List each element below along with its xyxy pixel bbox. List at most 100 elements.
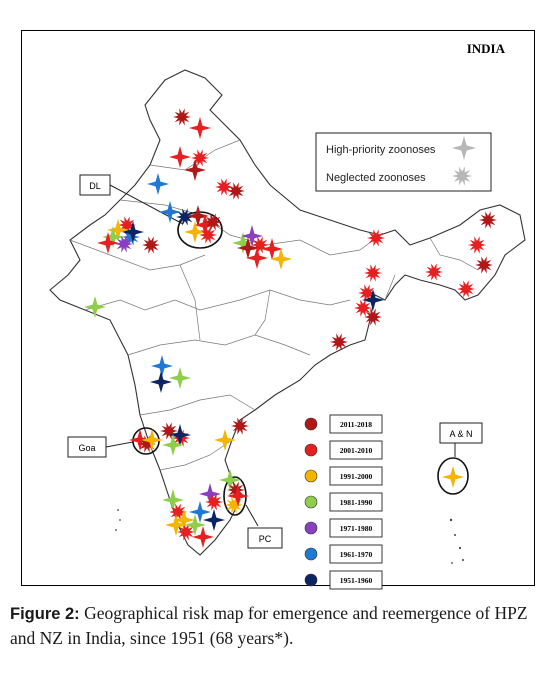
nz-marker	[176, 208, 194, 226]
period-label: 1981-1990	[340, 498, 373, 507]
period-label-box	[329, 570, 383, 590]
hpz-marker	[214, 429, 236, 451]
period-label: 1961-1970	[340, 550, 373, 559]
hpz-marker	[147, 173, 169, 195]
hpz-marker	[227, 485, 249, 507]
hpz-marker	[173, 509, 195, 531]
nz-marker	[425, 263, 443, 281]
nz-marker	[479, 211, 497, 229]
nz-marker	[457, 280, 475, 298]
period-legend-item: 1961-1970	[304, 544, 383, 564]
hpz-marker	[165, 514, 187, 536]
hpz-marker	[97, 232, 119, 254]
hpz-marker	[151, 355, 173, 377]
hpz-marker	[184, 221, 206, 243]
period-label-box	[329, 466, 383, 486]
islands	[115, 509, 464, 564]
nz-marker	[225, 496, 243, 514]
svg-text:PC: PC	[259, 534, 272, 544]
hpz-marker	[270, 248, 292, 270]
period-label: 2011-2018	[340, 420, 372, 429]
period-label: 1951-1960	[340, 576, 373, 585]
nz-marker	[177, 523, 195, 541]
nz-marker	[330, 333, 348, 351]
hpz-marker	[84, 296, 106, 318]
svg-text:DL: DL	[89, 181, 101, 191]
hpz-marker	[102, 226, 124, 248]
period-legend-item: 1971-1980	[304, 518, 383, 538]
hpz-marker	[232, 232, 254, 254]
nz-marker	[251, 236, 269, 254]
hpz-marker	[159, 201, 181, 223]
nz-marker	[160, 422, 178, 440]
svg-text:Goa: Goa	[78, 443, 95, 453]
nz-marker	[199, 226, 217, 244]
hpz-marker	[187, 205, 209, 227]
nz-marker	[215, 178, 233, 196]
nz-marker	[205, 493, 223, 511]
nz-marker	[122, 228, 140, 246]
hpz-marker	[203, 509, 225, 531]
period-legend-item: 1991-2000	[304, 466, 383, 486]
legend-label-nz: Neglected zoonoses	[326, 172, 426, 184]
hpz-marker	[169, 424, 191, 446]
hpz-marker	[162, 489, 184, 511]
hpz-marker	[442, 466, 464, 488]
period-legend-item: 1981-1990	[304, 492, 383, 512]
hpz-marker	[169, 367, 191, 389]
period-swatch	[304, 495, 318, 509]
nz-marker	[173, 108, 191, 126]
hpz-marker	[241, 225, 263, 247]
map-title: INDIA	[467, 41, 506, 56]
period-label-box	[329, 544, 383, 564]
nz-marker	[358, 284, 376, 302]
period-swatch	[304, 443, 318, 457]
hpz-marker	[219, 469, 241, 491]
period-label-box	[329, 414, 383, 434]
callout-goa: Goa	[67, 427, 160, 458]
hpz-marker	[189, 501, 211, 523]
multi-point-burst-icon	[452, 166, 472, 186]
nz-marker	[227, 182, 245, 200]
caption-text: Geographical risk map for emergence and …	[10, 603, 528, 648]
legend-label-hpz: High-priority zoonoses	[326, 144, 436, 156]
hpz-marker	[122, 221, 144, 243]
hpz-marker	[184, 514, 206, 536]
hpz-marker	[199, 483, 221, 505]
callout-pc: PC	[223, 476, 283, 549]
hpz-marker	[246, 247, 268, 269]
period-label: 1971-1980	[340, 524, 373, 533]
period-legend-item: 2001-2010	[304, 440, 383, 460]
type-legend-box	[315, 132, 492, 192]
period-label-box	[329, 492, 383, 512]
nz-marker	[364, 308, 382, 326]
period-swatch	[304, 547, 318, 561]
hpz-marker	[192, 526, 214, 548]
period-swatch	[304, 417, 318, 431]
nz-marker	[204, 213, 222, 231]
nz-marker	[364, 264, 382, 282]
nz-marker	[138, 435, 156, 453]
nz-marker	[354, 299, 372, 317]
hpz-marker	[189, 117, 211, 139]
period-label-box	[329, 518, 383, 538]
hpz-marker	[141, 429, 163, 451]
hpz-marker	[129, 429, 151, 451]
period-swatch	[304, 573, 318, 587]
period-label: 2001-2010	[340, 446, 373, 455]
hpz-marker	[107, 219, 129, 241]
hpz-marker	[169, 146, 191, 168]
callout-dl: DL	[79, 174, 223, 249]
state-boundaries	[69, 139, 479, 471]
svg-text:A & N: A & N	[449, 429, 472, 439]
nz-marker	[367, 229, 385, 247]
period-legend-item: 2011-2018	[304, 414, 383, 434]
nz-marker	[142, 236, 160, 254]
hpz-marker	[261, 238, 283, 260]
period-legend-item: 1951-1960	[304, 570, 383, 590]
nz-marker	[169, 503, 187, 521]
hpz-marker	[237, 237, 259, 259]
hpz-marker	[362, 289, 384, 311]
hpz-marker	[184, 159, 206, 181]
callout-an: A & N	[437, 422, 483, 495]
